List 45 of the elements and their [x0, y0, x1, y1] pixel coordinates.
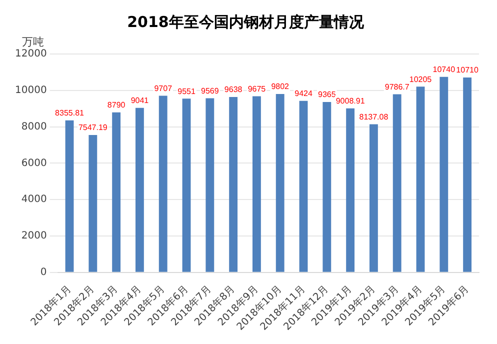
bar — [299, 100, 308, 272]
data-label: 8355.81 — [55, 108, 85, 118]
data-label: 10740 — [432, 65, 456, 74]
data-label: 9365 — [318, 90, 336, 100]
data-label: 8137.08 — [359, 112, 389, 122]
bar — [322, 102, 332, 272]
y-tick-label: 10000 — [15, 84, 47, 96]
data-label: 8790 — [107, 100, 126, 110]
y-axis-title: 万吨 — [22, 35, 44, 48]
bar — [369, 124, 378, 272]
bar — [136, 108, 144, 272]
data-label: 9786.7 — [384, 82, 410, 92]
y-tick-label: 0 — [40, 266, 47, 278]
data-label: 9551 — [178, 86, 196, 96]
data-label: 9008.91 — [336, 96, 366, 106]
bar — [229, 96, 238, 272]
data-label: 9802 — [271, 82, 290, 92]
bar — [158, 96, 168, 272]
data-label: 9569 — [201, 86, 220, 96]
bar — [276, 94, 284, 272]
y-tick-label: 6000 — [21, 158, 47, 169]
data-label: 9424 — [294, 89, 313, 98]
y-tick-label: 4000 — [21, 194, 47, 206]
y-tick-label: 12000 — [15, 48, 47, 60]
chart-title: 2018年至今国内钢材月度产量情况 — [127, 12, 365, 31]
data-label: 9675 — [248, 84, 266, 94]
data-label: 10205 — [409, 74, 432, 84]
data-label: 7547.19 — [78, 123, 108, 132]
bar — [206, 98, 214, 272]
bar — [346, 108, 355, 272]
bar — [440, 76, 448, 272]
bar — [252, 96, 261, 272]
bar — [88, 135, 98, 272]
bar — [392, 94, 402, 272]
data-label: 10710 — [456, 66, 479, 75]
bar — [416, 86, 425, 272]
data-label: 9638 — [224, 85, 243, 94]
bar — [182, 98, 191, 272]
data-label: 9041 — [130, 96, 150, 106]
y-tick-label: 2000 — [21, 230, 47, 242]
bar — [112, 112, 121, 272]
bar — [65, 120, 74, 272]
bar — [463, 77, 472, 272]
y-tick-label: 8000 — [21, 121, 47, 132]
data-label: 9707 — [154, 84, 173, 93]
